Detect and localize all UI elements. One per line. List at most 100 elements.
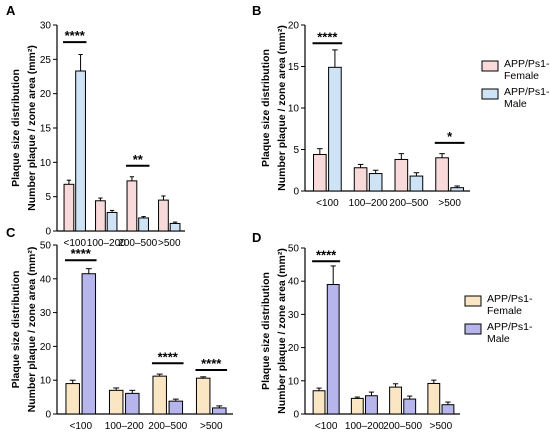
significance-label: * xyxy=(447,129,453,144)
x-tick-label: 200–500 xyxy=(148,421,187,432)
bar-male xyxy=(168,400,184,415)
y-axis-label: Plaque size distribution xyxy=(10,271,22,389)
bar-male xyxy=(326,284,340,415)
legend-swatch xyxy=(481,88,499,100)
bar-male xyxy=(365,395,378,415)
bar-female xyxy=(95,200,106,232)
y-tick-label: 0 xyxy=(293,187,299,198)
bar-male xyxy=(75,70,86,232)
y-axis-label: Number plaque / zone area (mm²) xyxy=(276,25,288,191)
y-axis-label: Number plaque / zone area (mm²) xyxy=(26,45,38,211)
legend-label: Female xyxy=(504,70,539,82)
legend-label: Male xyxy=(487,333,510,345)
bar-male xyxy=(450,187,464,192)
significance-label: **** xyxy=(317,29,338,44)
significance-label: **** xyxy=(71,246,92,261)
y-axis-label: Number plaque / zone area (mm²) xyxy=(26,247,38,413)
y-tick-label: 0 xyxy=(45,227,51,238)
bar-female xyxy=(126,180,138,232)
bar-female xyxy=(158,199,169,232)
legend-label: APP/Ps1- xyxy=(487,321,533,333)
bar-female xyxy=(427,382,441,415)
y-tick-label: 30 xyxy=(40,308,52,319)
panel-C: C Plaque size distribution Number plaque /… xyxy=(6,225,233,432)
bar-female xyxy=(353,167,368,192)
bar-male xyxy=(328,66,342,192)
bar-male xyxy=(403,398,417,415)
x-tick-label: <100 xyxy=(315,421,338,432)
y-tick-label: 30 xyxy=(40,21,52,32)
significance-label: **** xyxy=(65,28,86,43)
significance-label: **** xyxy=(158,349,179,364)
y-tick-label: 10 xyxy=(288,376,300,387)
panel-B: B Plaque size distribution Number plaque /… xyxy=(252,3,550,209)
bar-male xyxy=(409,175,424,192)
y-axis-label: Plaque size distribution xyxy=(260,272,272,390)
y-tick-label: 10 xyxy=(40,376,52,387)
legend-swatch xyxy=(464,323,482,335)
significance-label: **** xyxy=(201,356,222,371)
y-tick-label: 5 xyxy=(45,192,51,203)
y-tick-label: 20 xyxy=(288,21,300,32)
x-tick-label: 200–500 xyxy=(118,238,157,249)
legend-label: Male xyxy=(504,98,527,110)
bar-male xyxy=(368,173,383,192)
y-tick-label: 50 xyxy=(40,241,52,252)
bar-male xyxy=(81,273,97,415)
y-tick-label: 20 xyxy=(40,342,52,353)
x-tick-label: >500 xyxy=(438,198,461,209)
y-tick-label: 40 xyxy=(288,277,300,288)
panel-A: A Plaque size distribution Number plaque /… xyxy=(6,3,185,249)
legend-label: APP/Ps1- xyxy=(504,86,550,98)
legend-swatch xyxy=(481,60,499,72)
bar-male xyxy=(441,404,455,415)
y-tick-label: 50 xyxy=(288,244,300,255)
bar-female xyxy=(195,377,211,415)
bar-female xyxy=(394,158,409,192)
bar-male xyxy=(212,407,227,415)
bar-female xyxy=(389,386,402,415)
x-tick-label: <100 xyxy=(316,198,339,209)
bar-female xyxy=(152,375,167,415)
panel-letter: C xyxy=(6,225,16,240)
y-tick-label: 15 xyxy=(40,124,52,135)
x-tick-label: >500 xyxy=(158,238,181,249)
x-tick-label: 100–200 xyxy=(105,421,144,432)
y-tick-label: 0 xyxy=(293,410,299,421)
significance-label: ** xyxy=(133,152,144,167)
x-tick-label: 100–200 xyxy=(349,198,388,209)
significance-label: **** xyxy=(316,247,337,262)
bar-male xyxy=(125,392,140,415)
bar-female xyxy=(350,397,364,415)
x-tick-label: <100 xyxy=(63,238,86,249)
y-axis-label: Number plaque / zone area (mm²) xyxy=(276,248,288,414)
y-tick-label: 15 xyxy=(288,62,300,73)
bar-female xyxy=(65,383,80,415)
bar-female xyxy=(63,183,75,232)
panel-letter: A xyxy=(6,3,16,18)
x-tick-label: 200–500 xyxy=(389,198,428,209)
y-tick-label: 20 xyxy=(288,343,300,354)
y-axis-label: Plaque size distribution xyxy=(260,49,272,167)
x-tick-label: >500 xyxy=(200,421,223,432)
y-tick-label: 5 xyxy=(293,145,299,156)
bar-male xyxy=(138,217,149,232)
bar-male xyxy=(106,211,118,232)
bar-female xyxy=(313,153,327,192)
y-tick-label: 10 xyxy=(288,104,300,115)
y-tick-label: 20 xyxy=(40,89,52,100)
panel-letter: D xyxy=(252,230,261,245)
panel-D: D Plaque size distribution Number plaque /… xyxy=(252,230,533,432)
bar-male xyxy=(169,222,181,232)
panel-letter: B xyxy=(252,3,261,18)
y-tick-label: 40 xyxy=(40,274,52,285)
x-tick-label: 100–200 xyxy=(345,421,384,432)
x-tick-label: 100–200 xyxy=(87,238,126,249)
x-tick-label: >500 xyxy=(430,421,453,432)
x-tick-label: <100 xyxy=(69,421,92,432)
x-tick-label: 200–500 xyxy=(383,421,422,432)
legend-label: Female xyxy=(487,305,522,317)
